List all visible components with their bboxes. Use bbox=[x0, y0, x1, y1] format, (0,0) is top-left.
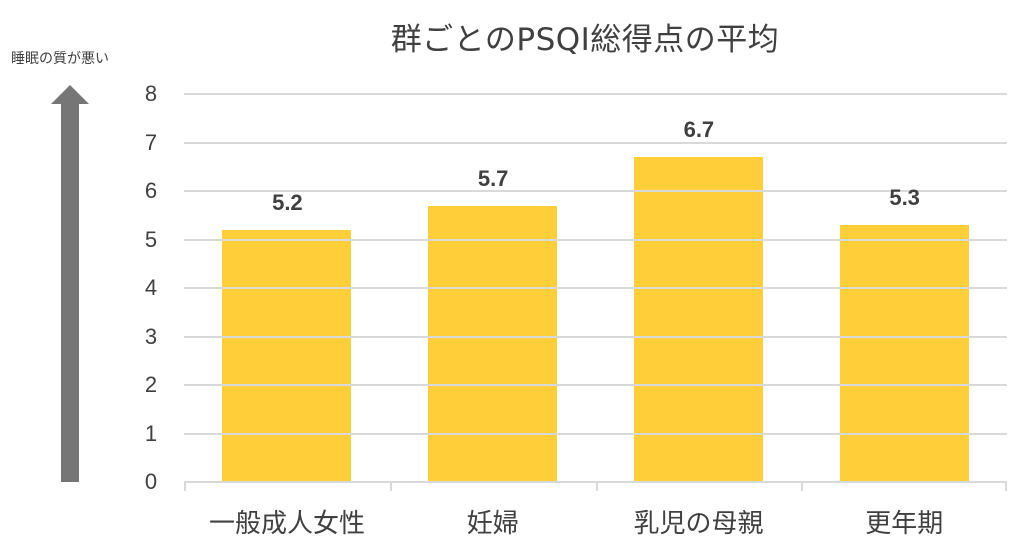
up-arrow-icon bbox=[51, 85, 89, 482]
bar bbox=[839, 224, 969, 482]
x-category-label: 更年期 bbox=[865, 509, 944, 539]
y-tick-label: 5 bbox=[144, 226, 158, 252]
x-category-label: 乳児の母親 bbox=[633, 509, 764, 539]
data-label: 6.7 bbox=[683, 117, 715, 143]
x-axis-tick bbox=[389, 481, 392, 491]
bar bbox=[428, 205, 558, 482]
gridline bbox=[184, 190, 1007, 192]
data-label: 5.3 bbox=[889, 184, 920, 210]
gridline bbox=[184, 287, 1007, 289]
gridline bbox=[184, 93, 1007, 95]
gridline bbox=[184, 238, 1007, 241]
gridline bbox=[184, 384, 1007, 386]
data-label: 5.7 bbox=[477, 165, 509, 191]
y-tick-label: 0 bbox=[144, 469, 158, 494]
plot-area: 5.2 5.7 6.7 5.3 bbox=[184, 93, 1007, 482]
y-tick-label: 1 bbox=[144, 420, 158, 446]
y-tick-label: 2 bbox=[144, 372, 158, 397]
x-category-label: 妊婦 bbox=[466, 509, 519, 539]
gridline bbox=[184, 335, 1007, 338]
x-axis-tick bbox=[184, 481, 186, 491]
y-tick-label: 8 bbox=[144, 81, 158, 106]
x-axis-tick bbox=[1005, 481, 1007, 491]
y-axis-label: 睡眠の質が悪い bbox=[11, 51, 109, 67]
y-tick-label: 6 bbox=[144, 178, 158, 203]
bar bbox=[633, 157, 763, 482]
gridline bbox=[184, 141, 1007, 144]
data-label: 5.2 bbox=[272, 189, 303, 215]
x-category-label: 一般成人女性 bbox=[208, 509, 365, 539]
y-tick-label: 3 bbox=[144, 323, 158, 349]
y-tick-label: 4 bbox=[144, 275, 158, 300]
y-tick-label: 7 bbox=[144, 129, 158, 155]
gridline bbox=[184, 432, 1007, 435]
chart-title: 群ごとのPSQI総得点の平均 bbox=[390, 22, 780, 58]
bar bbox=[222, 229, 352, 482]
x-axis-tick bbox=[595, 481, 598, 491]
x-axis-tick bbox=[801, 481, 804, 491]
